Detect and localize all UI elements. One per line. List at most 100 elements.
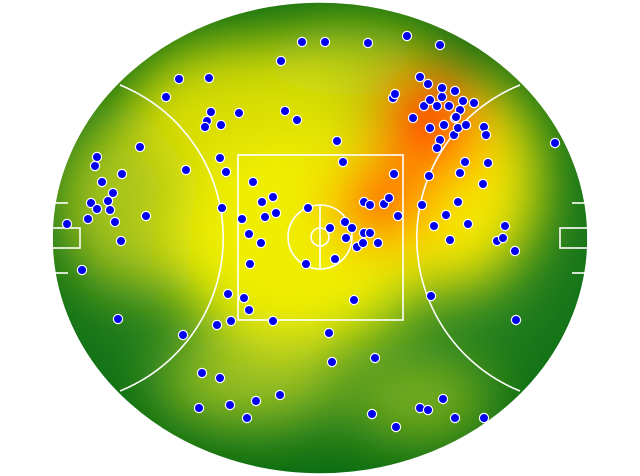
point <box>267 191 279 203</box>
point <box>160 91 172 103</box>
point <box>389 88 401 100</box>
point <box>220 166 232 178</box>
point <box>510 314 522 326</box>
point <box>180 164 192 176</box>
point <box>61 218 73 230</box>
point <box>274 389 286 401</box>
point <box>107 187 119 199</box>
point <box>279 105 291 117</box>
point <box>211 319 223 331</box>
point <box>89 160 101 172</box>
point <box>205 106 217 118</box>
point <box>236 213 248 225</box>
point <box>244 258 256 270</box>
point <box>440 209 452 221</box>
point <box>214 372 226 384</box>
point <box>177 329 189 341</box>
point <box>364 227 376 239</box>
point <box>302 202 314 214</box>
point <box>339 216 351 228</box>
point <box>444 234 456 246</box>
point <box>424 122 436 134</box>
point <box>243 304 255 316</box>
point <box>509 245 521 257</box>
point <box>241 412 253 424</box>
point <box>346 222 358 234</box>
point <box>214 152 226 164</box>
point <box>388 168 400 180</box>
point <box>366 408 378 420</box>
point <box>424 94 436 106</box>
point <box>173 73 185 85</box>
point <box>437 393 449 405</box>
point <box>423 170 435 182</box>
point <box>364 199 376 211</box>
point <box>319 36 331 48</box>
point <box>431 142 443 154</box>
point <box>449 85 461 97</box>
point <box>291 114 303 126</box>
point <box>340 232 352 244</box>
point <box>482 157 494 169</box>
point <box>457 95 469 107</box>
point <box>443 100 455 112</box>
point <box>407 112 419 124</box>
point <box>243 228 255 240</box>
point <box>82 213 94 225</box>
point <box>216 202 228 214</box>
point <box>255 237 267 249</box>
point <box>300 258 312 270</box>
point <box>422 404 434 416</box>
point <box>401 30 413 42</box>
point <box>499 220 511 232</box>
point <box>224 399 236 411</box>
point <box>428 220 440 232</box>
point <box>414 71 426 83</box>
point <box>454 167 466 179</box>
point <box>225 315 237 327</box>
point <box>497 232 509 244</box>
point <box>422 78 434 90</box>
point <box>91 151 103 163</box>
point <box>134 141 146 153</box>
point <box>450 111 462 123</box>
point <box>196 367 208 379</box>
point <box>91 203 103 215</box>
point <box>259 211 271 223</box>
point <box>140 210 152 222</box>
point <box>449 412 461 424</box>
point <box>238 292 250 304</box>
point <box>431 100 443 112</box>
point <box>329 253 341 265</box>
point <box>296 36 308 48</box>
point <box>392 210 404 222</box>
point <box>477 178 489 190</box>
point <box>462 218 474 230</box>
point <box>418 100 430 112</box>
point <box>215 119 227 131</box>
point <box>425 290 437 302</box>
point <box>270 207 282 219</box>
point <box>468 97 480 109</box>
point <box>434 39 446 51</box>
point <box>357 237 369 249</box>
point <box>112 313 124 325</box>
point <box>459 156 471 168</box>
point <box>372 237 384 249</box>
point <box>416 199 428 211</box>
point <box>267 315 279 327</box>
point <box>436 82 448 94</box>
point <box>193 402 205 414</box>
point <box>460 119 472 131</box>
point <box>331 135 343 147</box>
point <box>348 294 360 306</box>
point <box>76 264 88 276</box>
point <box>478 412 490 424</box>
point <box>549 137 561 149</box>
point <box>362 37 374 49</box>
point <box>383 192 395 204</box>
point <box>247 176 259 188</box>
point <box>96 176 108 188</box>
point <box>337 156 349 168</box>
